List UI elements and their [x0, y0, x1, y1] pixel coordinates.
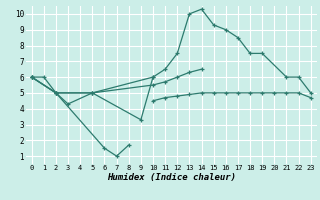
- X-axis label: Humidex (Indice chaleur): Humidex (Indice chaleur): [107, 173, 236, 182]
